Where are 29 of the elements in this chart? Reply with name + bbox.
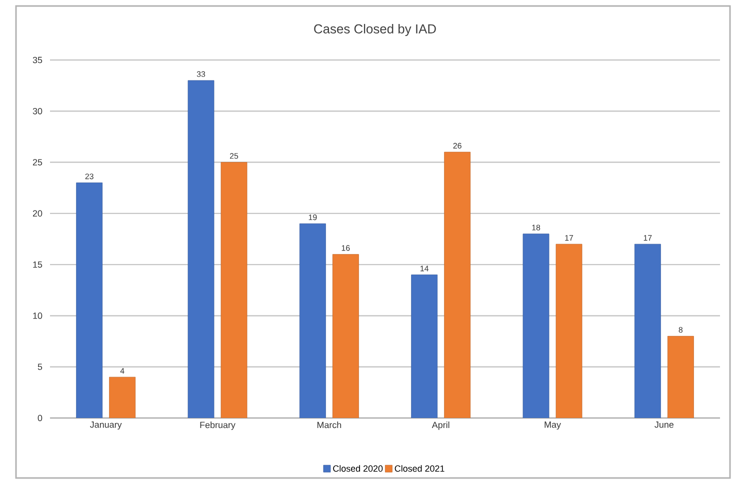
bar: [667, 336, 694, 418]
y-tick-label: 0: [38, 414, 42, 422]
y-tick-label: 25: [32, 159, 42, 166]
bar: [444, 152, 471, 418]
x-tick-label: March: [317, 422, 342, 428]
x-tick-label: February: [200, 422, 236, 430]
bar: [220, 162, 248, 418]
bar: [556, 244, 582, 418]
bar: [76, 182, 103, 418]
y-tick-label: 30: [32, 108, 42, 114]
x-tick-label: June: [654, 422, 674, 428]
bar: [299, 223, 326, 418]
y-tick-label: 35: [32, 56, 42, 64]
bar: [332, 254, 359, 418]
bar: [109, 376, 136, 418]
bar: [634, 244, 661, 418]
chart-title: Cases Closed by IAD: [314, 24, 436, 36]
y-tick-label: 15: [33, 261, 42, 268]
y-tick-label: 20: [32, 210, 42, 217]
y-tick-label: 10: [33, 312, 42, 319]
x-tick-label: January: [90, 422, 122, 430]
bar: [411, 274, 438, 418]
bar: [522, 234, 550, 418]
legend-label: Closed 2020: [333, 465, 383, 472]
y-tick-label: 5: [38, 364, 42, 370]
x-tick-label: April: [432, 422, 450, 430]
legend-label: Closed 2021: [394, 465, 444, 472]
x-tick-label: May: [544, 422, 561, 430]
bar: [188, 80, 214, 418]
